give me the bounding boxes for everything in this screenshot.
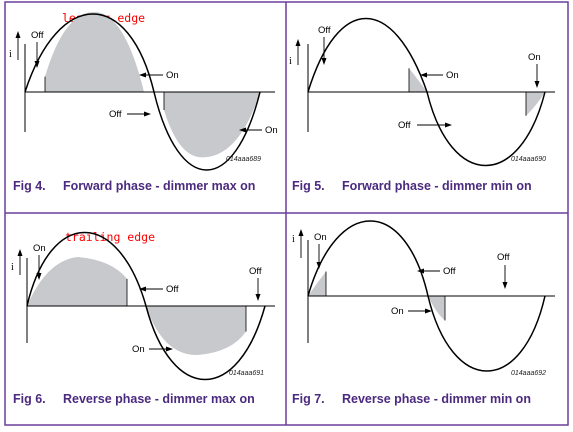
- fig4-caption-number: Fig 4.: [13, 179, 46, 193]
- fig6-axis-label: i: [11, 262, 14, 273]
- fig6-label-on-bottom: On: [132, 344, 145, 355]
- fig5-caption-number: Fig 5.: [292, 179, 325, 193]
- fig6-shade-negative: [146, 306, 246, 356]
- fig7-caption-number: Fig 7.: [292, 392, 325, 406]
- fig7-arrowhead-on-bottom: [425, 308, 432, 314]
- fig5-arrowhead-on-right: [534, 81, 540, 88]
- fig5-arrowhead-off-top: [321, 58, 327, 65]
- fig4-code: 014aaa689: [226, 156, 261, 163]
- fig6-caption-title: Reverse phase - dimmer max on: [63, 392, 255, 406]
- fig7-code: 014aaa692: [511, 370, 546, 377]
- figure-5: i Off On On Off 014aaa690 Fig 5. Forward…: [289, 18, 555, 193]
- fig5-label-off-top: Off: [318, 25, 331, 36]
- fig4-axis-arrowhead: [15, 31, 21, 38]
- fig4-arrowhead-off-top: [34, 61, 40, 68]
- fig6-label-off-positive: Off: [166, 284, 179, 295]
- fig7-shade-positive: [308, 271, 326, 296]
- fig6-axis-arrowhead: [17, 249, 23, 256]
- figure-6: trailing edge i On Off Off On 014aaa691 …: [11, 230, 275, 406]
- fig6-label-off-right: Off: [249, 266, 262, 277]
- fig4-label-off-top: Off: [31, 30, 44, 41]
- fig6-label-on-top: On: [33, 243, 46, 254]
- fig6-code: 014aaa691: [229, 370, 264, 377]
- fig5-label-off-bottom: Off: [398, 120, 411, 131]
- fig5-sine-wave: [307, 18, 546, 166]
- fig4-sine-wave: [24, 13, 261, 171]
- fig7-arrowhead-on-top: [316, 262, 322, 269]
- fig5-axis-label: i: [289, 56, 292, 67]
- fig7-axis-label: i: [292, 234, 295, 245]
- fig5-label-on-positive: On: [446, 70, 459, 81]
- fig7-label-on-bottom: On: [391, 306, 404, 317]
- fig7-label-off-right: Off: [497, 252, 510, 263]
- fig4-caption-title: Forward phase - dimmer max on: [63, 179, 255, 193]
- fig7-label-on-top: On: [314, 232, 327, 243]
- fig4-label-off-middle: Off: [109, 109, 122, 120]
- fig5-shade-positive: [409, 68, 427, 92]
- fig6-arrowhead-on-top: [36, 273, 42, 280]
- fig6-sine-wave: [26, 232, 266, 380]
- fig7-sine-wave: [307, 220, 546, 372]
- fig7-shade-negative: [428, 296, 445, 321]
- fig7-arrowhead-off-positive: [417, 268, 424, 274]
- fig6-arrowhead-on-bottom: [166, 346, 173, 352]
- fig4-shade-negative: [164, 92, 260, 158]
- fig7-axis-arrowhead: [298, 229, 304, 236]
- fig7-arrowhead-off-right: [502, 282, 508, 289]
- fig5-shade-negative: [526, 92, 545, 116]
- fig5-caption-title: Forward phase - dimmer min on: [342, 179, 532, 193]
- fig4-label-on-negative: On: [265, 125, 278, 136]
- figure-4: leading edge i Off On Off On 014aaa689 F…: [9, 11, 278, 193]
- fig7-label-off-positive: Off: [443, 266, 456, 277]
- trailing-edge-annotation: trailing edge: [65, 230, 155, 244]
- fig4-axis-label: i: [9, 49, 12, 60]
- fig6-shade-positive: [27, 257, 127, 306]
- fig5-arrowhead-on-positive: [420, 72, 427, 78]
- fig4-arrowhead-off-middle: [144, 111, 151, 117]
- fig6-arrowhead-off-positive: [139, 286, 146, 292]
- fig4-arrowhead-on-positive: [139, 72, 146, 78]
- fig5-axis-arrowhead: [295, 39, 301, 46]
- frame: [4, 1, 569, 426]
- figure-7: i On Off Off On 014aaa692 Fig 7. Reverse…: [292, 220, 555, 406]
- fig4-label-on-positive: On: [166, 70, 179, 81]
- fig6-arrowhead-off-right: [255, 294, 261, 301]
- fig7-caption-title: Reverse phase - dimmer min on: [342, 392, 531, 406]
- fig4-arrowhead-on-negative: [239, 127, 246, 133]
- fig5-arrowhead-off-bottom: [445, 122, 452, 128]
- fig5-code: 014aaa690: [511, 156, 546, 163]
- fig5-label-on-right: On: [528, 52, 541, 63]
- fig4-shade-positive: [45, 11, 144, 92]
- fig6-caption-number: Fig 6.: [13, 392, 46, 406]
